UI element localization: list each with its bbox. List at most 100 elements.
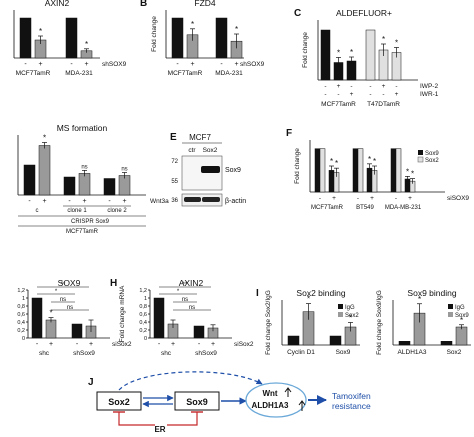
bar bbox=[63, 176, 76, 196]
bar bbox=[38, 145, 51, 196]
condition-sign: - bbox=[198, 341, 201, 348]
legend-swatch bbox=[418, 150, 423, 155]
er-to-sox9-inhibit bbox=[167, 412, 198, 426]
significance-star: * bbox=[330, 157, 333, 166]
panel-label: F bbox=[286, 128, 292, 139]
bracket-label: ** bbox=[183, 282, 188, 288]
treatment-sign: - bbox=[369, 91, 371, 98]
group-label: MCF7TamR bbox=[16, 70, 51, 77]
bar bbox=[314, 148, 321, 193]
treatment-sign: - bbox=[395, 83, 397, 90]
treatment-label: siSox2 bbox=[112, 341, 132, 348]
panel-label: C bbox=[294, 8, 301, 19]
significance-star: * bbox=[460, 316, 463, 325]
condition-sign: - bbox=[158, 341, 161, 348]
treatment-sign: - bbox=[324, 91, 326, 98]
panel-I1: Sox2 binding I Fold change Sox2/IgG * * Cycli… bbox=[256, 288, 360, 356]
mw-marker: 55 bbox=[171, 179, 178, 185]
mw-marker: 72 bbox=[171, 159, 178, 165]
group-label: clone 1 bbox=[67, 208, 87, 214]
group-label: clone 2 bbox=[107, 208, 127, 214]
group-sublabel: CRISPR Sox9 bbox=[71, 219, 110, 225]
bar bbox=[19, 17, 32, 59]
y-tick-label: 0,4 bbox=[17, 320, 25, 326]
significance-label: ns bbox=[81, 164, 87, 170]
band-sox9 bbox=[201, 166, 220, 173]
condition-sign: + bbox=[42, 198, 46, 205]
group-label: MCF7TamR bbox=[311, 205, 344, 211]
y-tick-label: 1 bbox=[144, 296, 147, 302]
y-axis-label: Fold change mRNA bbox=[119, 285, 126, 342]
y-tick-label: 0,8 bbox=[139, 304, 147, 310]
significance-star: * bbox=[49, 309, 52, 318]
panel-title: AXIN2 bbox=[45, 0, 70, 8]
significance-star: * bbox=[406, 167, 409, 176]
panel-label: H bbox=[110, 278, 117, 289]
legend-label: IgG bbox=[345, 305, 355, 311]
y-tick-label: 1,2 bbox=[17, 288, 25, 294]
significance-star: * bbox=[368, 155, 371, 164]
bracket-label: ns bbox=[60, 297, 66, 303]
band-label: Sox9 bbox=[225, 167, 241, 174]
er-to-sox2-inhibit bbox=[118, 412, 155, 426]
panel-title: SOX9 bbox=[58, 278, 81, 288]
sox2-box bbox=[96, 391, 142, 411]
lane-label: ctr bbox=[188, 147, 196, 154]
y-tick-label: 1,2 bbox=[139, 288, 147, 294]
treatment-label: IWP-2 bbox=[420, 83, 438, 90]
y-axis-label: Fold change bbox=[294, 148, 301, 184]
panel-label: J bbox=[88, 377, 94, 388]
panel-label: I bbox=[256, 288, 259, 299]
group-label: MCF7TamR bbox=[168, 70, 203, 77]
group-label: MDA-MB-231 bbox=[385, 205, 422, 211]
panel-title: MS formation bbox=[57, 123, 108, 133]
condition-sign: - bbox=[108, 198, 111, 205]
significance-star: * bbox=[373, 157, 376, 166]
group-label: shc bbox=[39, 350, 50, 357]
significance-star: * bbox=[349, 314, 352, 323]
bar bbox=[320, 29, 331, 81]
legend-swatch bbox=[417, 156, 424, 163]
condition-sign: - bbox=[395, 195, 397, 202]
significance-star: * bbox=[85, 40, 88, 49]
condition-sign: + bbox=[408, 195, 412, 202]
bar bbox=[329, 335, 342, 346]
condition-sign: - bbox=[68, 198, 71, 205]
bar bbox=[71, 323, 83, 339]
bar bbox=[319, 148, 326, 193]
panel-title: FZD4 bbox=[194, 0, 216, 8]
bar bbox=[365, 29, 376, 81]
panel-label: B bbox=[140, 0, 147, 9]
significance-star: * bbox=[418, 295, 421, 304]
legend-swatch bbox=[448, 304, 453, 309]
condition-sign: + bbox=[171, 341, 175, 348]
y-axis-label: Fold change bbox=[302, 32, 309, 68]
group-label: Sox9 bbox=[336, 349, 351, 356]
condition-sign: - bbox=[76, 341, 79, 348]
group-label: T47DTamR bbox=[367, 101, 400, 108]
y-tick-label: 0 bbox=[22, 336, 25, 342]
bar bbox=[287, 335, 300, 346]
condition-sign: - bbox=[24, 61, 27, 68]
condition-sign: - bbox=[70, 61, 73, 68]
y-tick-label: 0,4 bbox=[139, 320, 147, 326]
panel-title: MCF7 bbox=[189, 133, 211, 142]
group-label: shSox9 bbox=[73, 350, 95, 357]
treatment-label: shSOX9 bbox=[102, 61, 127, 68]
panel-D: MS formation - * + - ns + - ns + Wnt3a c clone 1 clon… bbox=[17, 123, 169, 235]
condition-sign: + bbox=[370, 195, 374, 202]
sox2-label: Sox2 bbox=[108, 397, 130, 407]
y-tick-label: 0,6 bbox=[17, 312, 25, 318]
bracket-label: * bbox=[55, 289, 58, 295]
treatment-sign: + bbox=[382, 83, 386, 90]
er-label: ER bbox=[154, 425, 165, 434]
group-label: BT549 bbox=[356, 205, 374, 211]
bracket-label: ns bbox=[182, 297, 188, 303]
treatment-sign: - bbox=[337, 91, 339, 98]
bar bbox=[357, 148, 364, 193]
treatment-sign: + bbox=[350, 91, 354, 98]
